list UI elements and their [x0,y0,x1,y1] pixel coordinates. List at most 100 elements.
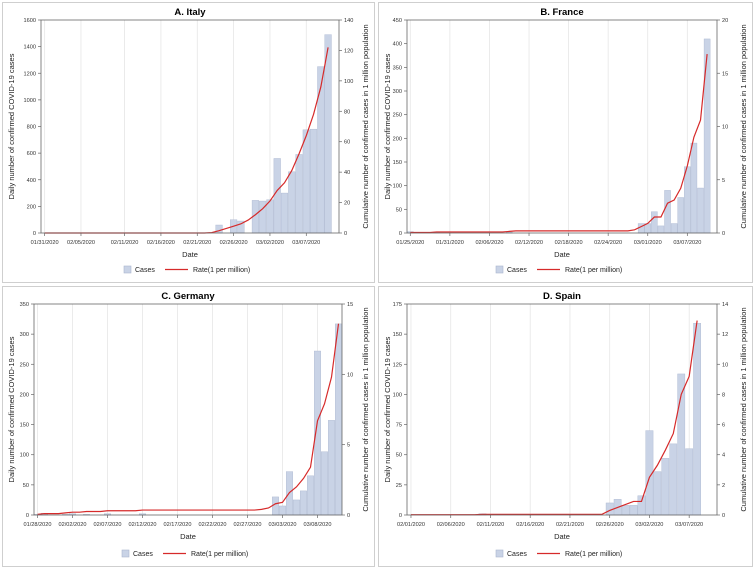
y-tick-label: 250 [393,113,402,119]
legend-bar-swatch [123,265,132,274]
x-tick-label: 02/06/2020 [475,240,503,246]
y-tick-label: 600 [27,151,36,157]
bar [335,323,342,516]
x-tick-label: 02/11/2020 [111,240,139,246]
y-tick-label: 300 [20,332,29,338]
x-tick-label: 02/12/2020 [515,240,543,246]
y-axis-label: Daily number of confirmed COVID-19 cases [383,336,392,482]
bar [328,420,335,516]
y2-tick-label: 2 [722,483,725,489]
x-axis-label: Date [554,532,570,541]
y-tick-label: 400 [27,178,36,184]
x-tick-label: 03/01/2020 [634,240,662,246]
bar [307,475,314,516]
x-tick-label: 01/28/2020 [24,522,52,528]
y2-tick-label: 14 [722,302,728,308]
legend-line-label: Rate(1 per million) [193,267,250,274]
legend: Cases Rate(1 per million) [123,265,250,274]
legend-bars-label: Cases [135,267,155,274]
y2-tick-label: 100 [344,79,353,85]
bar [684,166,691,234]
legend-bars-label: Cases [507,551,527,558]
y-tick-label: 100 [393,392,402,398]
x-tick-label: 02/24/2020 [594,240,622,246]
bar [669,443,678,516]
bar [324,34,332,234]
y-tick-label: 125 [393,362,402,368]
bar [693,323,701,516]
chart-title: A. Italy [174,7,206,18]
bar [621,505,630,516]
x-tick-label: 02/21/2020 [556,522,584,528]
panel-border [2,286,375,567]
plot-frame [406,303,718,516]
y-tick-label: 1200 [24,71,36,77]
bar [266,199,274,234]
y2-axis-label: Cumulative number of confirmed cases in … [739,307,748,511]
y-tick-label: 200 [27,204,36,210]
y-tick-label: 0 [33,231,36,237]
x-tick-label: 03/02/2020 [256,240,284,246]
chart-title: D. Spain [543,291,581,302]
y2-tick-label: 60 [344,140,350,146]
y-tick-label: 100 [393,184,402,190]
x-tick-label: 03/03/2020 [269,522,297,528]
y2-tick-label: 20 [344,201,350,207]
x-tick-label: 03/02/2020 [635,522,663,528]
y-tick-label: 150 [20,423,29,429]
x-tick-label: 02/26/2020 [220,240,248,246]
bar [690,142,698,234]
y-tick-label: 75 [396,423,402,429]
legend: Cases Rate(1 per million) [495,265,622,274]
y2-tick-label: 20 [722,18,728,24]
y2-tick-label: 4 [722,453,725,459]
bar [279,505,286,516]
y-tick-label: 300 [393,89,402,95]
y2-tick-label: 10 [347,372,353,378]
y2-tick-label: 0 [347,513,350,519]
chart-panel-1: A. Italy 0 200 400 600 800 1000 1200 1400 1600 0 20… [2,2,375,283]
y-tick-label: 250 [20,362,29,368]
chart-panel-3: C. Germany 0 50 100 150 200 250 300 350 0 5 10 15 01/… [2,286,375,567]
y-tick-label: 100 [20,453,29,459]
x-tick-label: 02/18/2020 [555,240,583,246]
x-tick-label: 01/25/2020 [396,240,424,246]
bar [295,154,303,234]
bar [629,505,638,516]
x-tick-label: 02/12/2020 [129,522,157,528]
x-tick-label: 02/11/2020 [477,522,505,528]
y-tick-label: 175 [393,302,402,308]
bar [273,158,281,234]
chart-title: C. Germany [161,291,215,302]
x-tick-label: 02/26/2020 [596,522,624,528]
y2-tick-label: 8 [722,392,725,398]
x-tick-label: 01/31/2020 [31,240,59,246]
legend-bars-label: Cases [133,551,153,558]
bar [272,496,279,516]
y2-tick-label: 12 [722,332,728,338]
legend: Cases Rate(1 per million) [121,549,248,558]
x-tick-label: 02/27/2020 [234,522,262,528]
bar [670,223,678,234]
y-axis-label: Daily number of confirmed COVID-19 cases [7,336,16,482]
legend-bar-swatch [121,549,130,558]
x-tick-label: 02/22/2020 [199,522,227,528]
y2-tick-label: 80 [344,109,350,115]
y2-tick-label: 5 [722,178,725,184]
y-tick-label: 0 [26,513,29,519]
y-tick-label: 0 [399,513,402,519]
y-tick-label: 0 [399,231,402,237]
bar [657,225,665,234]
bar [288,171,296,234]
y2-tick-label: 5 [347,443,350,449]
bar [703,38,711,234]
bar [651,211,658,234]
plot-frame [33,303,343,516]
y2-tick-label: 120 [344,48,353,54]
bar [677,197,684,234]
y2-tick-label: 6 [722,423,725,429]
x-tick-label: 02/16/2020 [147,240,175,246]
x-axis-label: Date [180,532,196,541]
panel-border [378,286,753,567]
